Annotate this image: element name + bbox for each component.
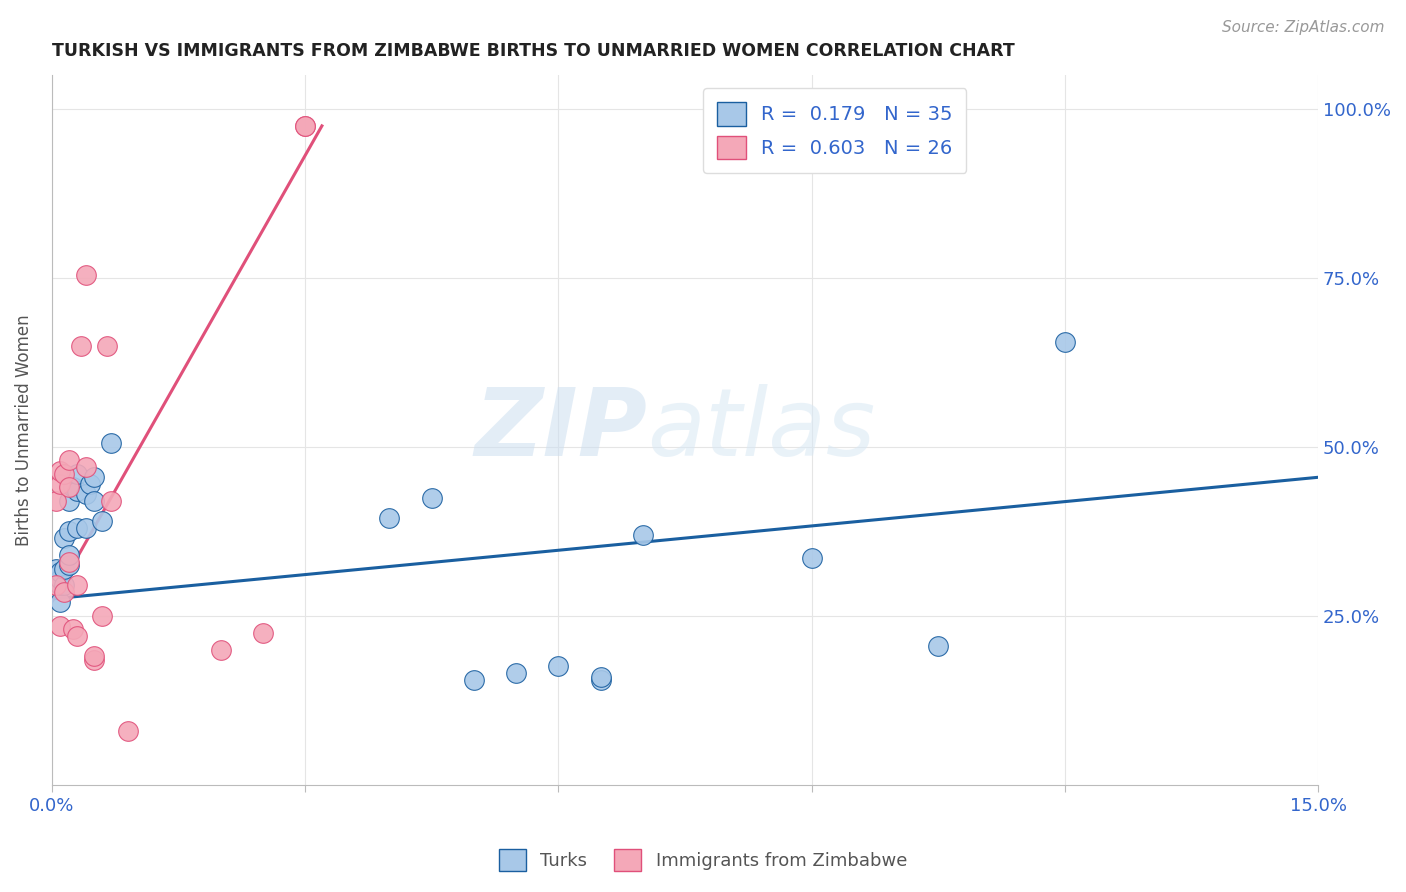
Point (117, 723, 139, 738)
Y-axis label: Births to Unmarried Women: Births to Unmarried Women (15, 314, 32, 546)
Text: Source: ZipAtlas.com: Source: ZipAtlas.com (1222, 20, 1385, 35)
Point (927, 639, 949, 653)
Point (62, 480, 84, 494)
Point (252, 625, 274, 640)
Point (58, 494, 80, 508)
Point (209, 642, 232, 657)
Point (83, 649, 105, 664)
Point (45, 578, 67, 592)
Point (100, 494, 122, 508)
Legend: Turks, Immigrants from Zimbabwe: Turks, Immigrants from Zimbabwe (492, 842, 914, 879)
Point (45, 494, 67, 508)
Point (75, 268, 97, 282)
Point (58, 555, 80, 569)
Point (294, 119, 316, 133)
Point (70, 338, 93, 352)
Point (53, 531, 76, 545)
Point (66, 483, 89, 498)
Point (294, 119, 316, 133)
Point (83, 470, 105, 484)
Point (49, 477, 72, 491)
Point (83, 653, 105, 667)
Point (631, 527, 654, 541)
Point (66, 521, 89, 535)
Text: ZIP: ZIP (474, 384, 647, 476)
Point (49, 572, 72, 586)
Point (58, 548, 80, 562)
Text: atlas: atlas (647, 384, 875, 475)
Point (53, 578, 76, 592)
Point (75, 487, 97, 501)
Point (91, 608, 114, 623)
Text: TURKISH VS IMMIGRANTS FROM ZIMBABWE BIRTHS TO UNMARRIED WOMEN CORRELATION CHART: TURKISH VS IMMIGRANTS FROM ZIMBABWE BIRT… (52, 42, 1015, 60)
Point (66, 578, 89, 592)
Point (75, 460, 97, 475)
Point (79, 477, 101, 491)
Point (83, 494, 105, 508)
Point (58, 558, 80, 573)
Point (53, 467, 76, 481)
Point (49, 619, 72, 633)
Point (49, 578, 72, 592)
Point (589, 670, 612, 684)
Point (1053, 335, 1076, 350)
Point (589, 673, 612, 687)
Point (91, 514, 114, 528)
Point (66, 467, 89, 481)
Point (547, 659, 569, 673)
Point (58, 524, 80, 539)
Legend: R =  0.179   N = 35, R =  0.603   N = 26: R = 0.179 N = 35, R = 0.603 N = 26 (703, 88, 966, 173)
Point (49, 565, 72, 579)
Point (463, 673, 485, 687)
Point (53, 561, 76, 575)
Point (75, 521, 97, 535)
Point (45, 574, 67, 589)
Point (66, 629, 89, 643)
Point (378, 511, 401, 525)
Point (45, 561, 67, 575)
Point (96, 338, 118, 352)
Point (100, 436, 122, 450)
Point (58, 453, 80, 467)
Point (505, 666, 527, 681)
Point (53, 585, 76, 599)
Point (62, 623, 84, 637)
Point (58, 480, 80, 494)
Point (420, 491, 443, 505)
Point (800, 551, 823, 566)
Point (49, 595, 72, 609)
Point (49, 463, 72, 477)
